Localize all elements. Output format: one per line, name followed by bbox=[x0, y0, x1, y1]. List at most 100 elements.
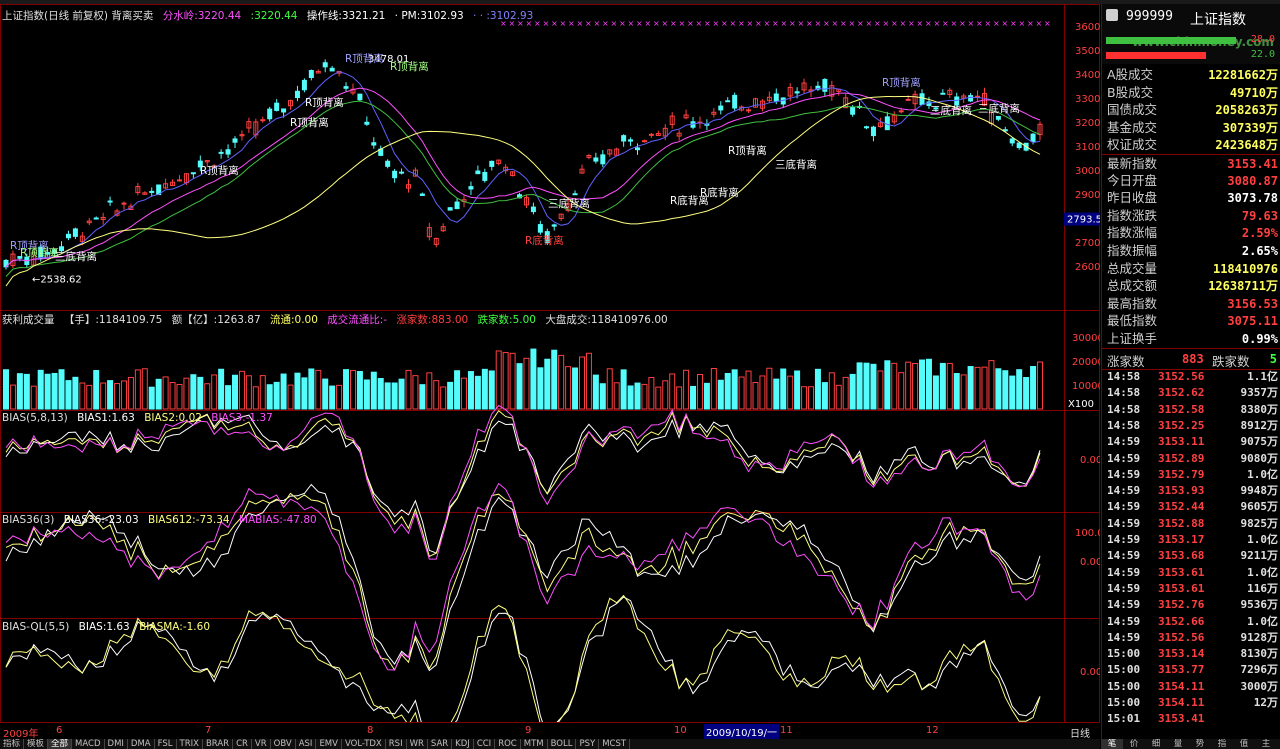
indicator-tab[interactable]: RSI bbox=[386, 739, 407, 749]
signal-mark: × bbox=[789, 19, 796, 28]
tick-row: 14:58 3152.56 1.1亿 bbox=[1102, 369, 1280, 385]
volume-bar bbox=[1037, 361, 1043, 410]
candle-body bbox=[537, 224, 543, 233]
bias-axis-label: 0.00 bbox=[1080, 455, 1100, 466]
tick-time: 14:59 bbox=[1107, 516, 1141, 530]
candle-body bbox=[170, 181, 176, 187]
bias-axis-label: 0.00 bbox=[1080, 557, 1100, 568]
candle-body bbox=[801, 82, 807, 91]
indicator-tab[interactable]: MTM bbox=[521, 739, 548, 749]
quote-tab[interactable]: 价 bbox=[1129, 739, 1139, 749]
chart-area[interactable]: × × × × × × × × × × × × × × × × × × × × × × × × × × × × × × × × × × × × × × × ×… bbox=[0, 4, 1100, 722]
divergence-signal-label: R顶背离 bbox=[882, 76, 921, 89]
quote-tab[interactable]: 值 bbox=[1239, 739, 1249, 749]
stat-label: 最新指数 bbox=[1107, 156, 1158, 171]
candle-body bbox=[628, 139, 634, 142]
quote-tab[interactable]: 指 bbox=[1217, 739, 1227, 749]
indicator-tab[interactable]: ASI bbox=[296, 739, 317, 749]
stat-label: 总成交额 bbox=[1107, 278, 1158, 294]
signal-mark: × bbox=[951, 19, 958, 28]
indicator-tab[interactable]: VR bbox=[252, 739, 271, 749]
stats-table: A股成交 12281662万 B股成交 49710万 国债成交 2058263万 基金成交 3… bbox=[1102, 66, 1280, 356]
volume-bar bbox=[86, 384, 93, 410]
candle-body bbox=[586, 155, 592, 158]
axis-labels: 3600350034003300320031003000290028002700… bbox=[1064, 22, 1100, 678]
candle-body bbox=[635, 147, 641, 151]
volume-bar bbox=[919, 359, 926, 410]
volume-bar bbox=[120, 380, 127, 410]
stat-label: 指数涨跌 bbox=[1107, 207, 1158, 223]
bias-line bbox=[5, 413, 1041, 554]
indicator-tab[interactable]: BRAR bbox=[203, 739, 234, 749]
divergence-signal-label: 三底背离 bbox=[548, 197, 590, 210]
tick-time: 14:58 bbox=[1107, 418, 1141, 432]
signal-mark: × bbox=[942, 19, 949, 28]
indicator-tab[interactable]: KDJ bbox=[452, 739, 474, 749]
indicator-tab[interactable]: WR bbox=[407, 739, 428, 749]
tick-price: 3152.88 bbox=[1158, 516, 1205, 530]
signal-mark: × bbox=[917, 19, 924, 28]
indicator-tab[interactable]: BOLL bbox=[548, 739, 577, 749]
candle-body bbox=[829, 85, 835, 97]
indicator-tab[interactable]: DMA bbox=[128, 739, 155, 749]
indicator-tab[interactable]: CR bbox=[233, 739, 252, 749]
signal-mark: × bbox=[500, 19, 507, 28]
security-name: 上证指数 bbox=[1190, 12, 1246, 28]
volume-bar bbox=[814, 368, 821, 410]
indicator-tab[interactable]: SAR bbox=[428, 739, 453, 749]
quote-tab[interactable]: 主 bbox=[1261, 739, 1271, 749]
stat-value: 3073.78 bbox=[1227, 191, 1278, 206]
volume-bar bbox=[127, 376, 134, 410]
indicator-tab[interactable]: VOL-TDX bbox=[342, 739, 386, 749]
indicator-tab[interactable]: PSY bbox=[576, 739, 600, 749]
indicator-tab[interactable]: EMV bbox=[316, 739, 342, 749]
tick-list[interactable]: 14:58 3152.56 1.1亿 14:58 3152.62 9357万 14:58 31… bbox=[1102, 369, 1280, 739]
signal-mark: × bbox=[772, 19, 779, 28]
quote-tab[interactable]: 势 bbox=[1195, 739, 1205, 749]
tick-volume: 1.0亿 bbox=[1247, 614, 1278, 628]
indicator-tab[interactable]: TRIX bbox=[177, 739, 203, 749]
indicator-tab[interactable]: DMI bbox=[105, 739, 128, 749]
divergence-signal-label: R顶背离 bbox=[20, 246, 59, 259]
quote-tab[interactable]: 细 bbox=[1151, 739, 1161, 749]
tick-price: 3153.93 bbox=[1158, 484, 1205, 498]
volume-bar bbox=[884, 360, 891, 410]
chart-svg[interactable]: × × × × × × × × × × × × × × × × × × × × × × × × × × × × × × × × × × × × × × × ×… bbox=[0, 4, 1100, 722]
indicator-tab[interactable]: MACD bbox=[72, 739, 105, 749]
indicator-tab[interactable]: 指标 bbox=[0, 739, 25, 749]
stat-row: B股成交 49710万 bbox=[1102, 84, 1280, 102]
quote-tab[interactable]: 笔 bbox=[1101, 739, 1123, 749]
indicator-tab[interactable]: OBV bbox=[271, 739, 296, 749]
indicator-tab[interactable]: ROC bbox=[495, 739, 521, 749]
indicator-tab[interactable]: CCI bbox=[474, 739, 496, 749]
tick-row: 14:59 3152.66 1.0亿 bbox=[1102, 614, 1280, 630]
signal-mark: × bbox=[815, 19, 822, 28]
volume-bar bbox=[1009, 375, 1016, 410]
stat-label: 总成交量 bbox=[1107, 260, 1158, 276]
volume-bar bbox=[495, 350, 502, 410]
volume-bar bbox=[780, 368, 787, 410]
signal-mark: × bbox=[730, 19, 737, 28]
bar-value-a: 28.0 bbox=[1250, 34, 1275, 45]
divergence-signal-label: 三底背离 bbox=[930, 104, 972, 117]
stat-value: 3156.53 bbox=[1227, 296, 1278, 311]
indicator-tab[interactable]: 全部 bbox=[48, 739, 73, 749]
buy-sell-bar-green bbox=[1106, 37, 1236, 44]
candle-body bbox=[163, 183, 169, 189]
volume-up-count: 涨家数:883.00 bbox=[396, 314, 469, 326]
volume-bar bbox=[648, 377, 655, 410]
volume-bar bbox=[606, 368, 613, 410]
indicator-tab[interactable]: FSL bbox=[155, 739, 177, 749]
price-axis-label: 2700 bbox=[1075, 238, 1100, 249]
quote-tab[interactable]: 量 bbox=[1173, 739, 1183, 749]
indicator-tab[interactable]: 模板 bbox=[24, 739, 49, 749]
volume-bar bbox=[724, 372, 731, 410]
menu-icon[interactable] bbox=[1106, 9, 1118, 21]
indicator-tab[interactable]: MCST bbox=[599, 739, 631, 749]
tick-time: 14:59 bbox=[1107, 549, 1141, 563]
period-mode[interactable]: 日线 bbox=[1070, 729, 1090, 740]
security-code: 999999 bbox=[1126, 9, 1173, 24]
volume-bar bbox=[787, 375, 794, 410]
tick-price: 3153.77 bbox=[1158, 663, 1205, 677]
candle-body bbox=[17, 256, 23, 259]
